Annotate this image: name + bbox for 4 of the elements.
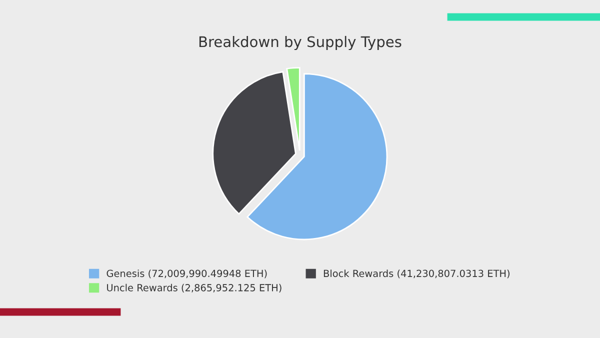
- legend-label: Genesis (72,009,990.49948 ETH): [106, 270, 267, 278]
- legend-label: Uncle Rewards (2,865,952.125 ETH): [107, 284, 282, 293]
- legend-label: Block Rewards (41,230,807.0313 ETH): [324, 270, 510, 278]
- chart-title: Breakdown by Supply Types: [199, 36, 402, 50]
